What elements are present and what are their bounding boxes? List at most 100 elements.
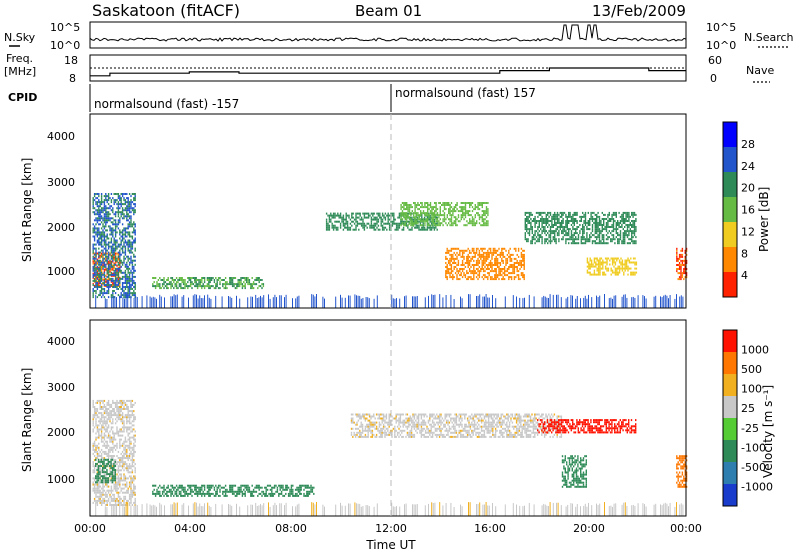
power-cell xyxy=(456,257,458,260)
power-cell xyxy=(540,218,542,220)
power-cell xyxy=(105,223,107,226)
velocity-cell xyxy=(117,457,120,459)
velocity-cell xyxy=(100,457,103,459)
power-cell xyxy=(126,261,128,264)
power-cell xyxy=(520,274,523,277)
power-cell xyxy=(121,229,124,232)
velocity-cell xyxy=(128,504,131,506)
power-cell xyxy=(622,222,624,224)
velocity-cell xyxy=(131,455,134,457)
power-cell xyxy=(468,264,471,266)
power-cell xyxy=(476,220,478,223)
power-cell xyxy=(93,267,96,270)
power-cell xyxy=(126,241,128,244)
power-colorbar-segment xyxy=(723,172,737,197)
power-cell xyxy=(610,240,612,243)
power-cell xyxy=(474,222,476,225)
power-cell xyxy=(112,249,114,252)
power-cell xyxy=(469,218,471,221)
power-cell xyxy=(93,237,96,240)
power-cell xyxy=(189,279,192,281)
power-cell xyxy=(99,254,101,257)
power-cell xyxy=(114,284,117,286)
power-cell xyxy=(127,275,129,278)
power-cell xyxy=(584,213,587,216)
power-cell xyxy=(447,249,450,252)
power-cell xyxy=(566,228,568,231)
power-cell xyxy=(634,263,636,266)
velocity-cell xyxy=(119,428,121,431)
power-cell xyxy=(623,267,625,270)
power-cell xyxy=(128,267,131,270)
power-cell xyxy=(400,208,402,211)
power-cell xyxy=(475,264,478,266)
power-cell xyxy=(527,228,529,231)
velocity-cell xyxy=(117,495,120,498)
velocity-cell xyxy=(119,418,121,421)
power-cell xyxy=(175,283,178,286)
velocity-cell xyxy=(105,483,107,486)
velocity-cell xyxy=(107,403,110,406)
power-cell xyxy=(367,216,370,219)
power-cell xyxy=(466,202,468,204)
power-cell xyxy=(351,224,353,227)
power-cell xyxy=(408,218,411,221)
power-cell xyxy=(128,296,131,299)
power-cell xyxy=(117,278,120,281)
power-cell xyxy=(106,286,108,288)
power-cell xyxy=(92,279,94,282)
power-cell xyxy=(537,215,539,218)
power-cell xyxy=(114,199,117,202)
power-cell xyxy=(506,270,509,273)
velocity-cell xyxy=(109,501,111,504)
power-cell xyxy=(524,220,526,222)
power-cell xyxy=(112,294,114,297)
power-cell xyxy=(449,272,451,275)
power-cell xyxy=(590,218,592,220)
power-cell xyxy=(599,273,601,276)
power-cell xyxy=(485,253,488,256)
power-cell xyxy=(618,267,621,270)
power-cell xyxy=(517,270,520,273)
power-cell xyxy=(456,274,458,277)
power-cell xyxy=(678,264,681,266)
power-cell xyxy=(598,234,601,237)
velocity-cell xyxy=(103,412,106,415)
power-cell xyxy=(678,257,681,260)
power-cell xyxy=(376,212,378,215)
power-cell xyxy=(478,262,481,264)
power-cell xyxy=(351,214,353,217)
power-cell xyxy=(107,203,110,206)
power-cell xyxy=(562,236,564,239)
power-cell xyxy=(106,207,108,210)
power-cell xyxy=(460,214,462,217)
power-cell xyxy=(233,277,235,279)
velocity-cell xyxy=(112,430,114,433)
power-cell xyxy=(93,253,96,256)
power-cell xyxy=(508,278,510,281)
power-cell xyxy=(103,199,106,202)
power-cell xyxy=(255,283,258,286)
power-ground-cell xyxy=(565,298,567,308)
power-cell xyxy=(456,251,458,254)
power-cell xyxy=(526,228,528,231)
velocity-cell xyxy=(96,455,99,457)
power-cell xyxy=(596,213,598,216)
power-cell xyxy=(484,214,486,217)
power-cell xyxy=(524,238,526,241)
power-cell xyxy=(405,222,408,225)
power-cell xyxy=(418,220,420,223)
power-cell xyxy=(577,234,580,237)
power-cell xyxy=(404,212,406,215)
power-cell xyxy=(561,222,563,224)
power-cell xyxy=(99,284,101,287)
power-cell xyxy=(635,213,637,216)
power-cell xyxy=(120,265,122,268)
power-cell xyxy=(127,201,129,204)
velocity-cell xyxy=(119,412,121,415)
power-cell xyxy=(471,216,474,219)
power-cell xyxy=(592,273,594,276)
power-cell xyxy=(114,225,117,228)
velocity-cell xyxy=(107,418,110,421)
power-cell xyxy=(496,253,499,256)
